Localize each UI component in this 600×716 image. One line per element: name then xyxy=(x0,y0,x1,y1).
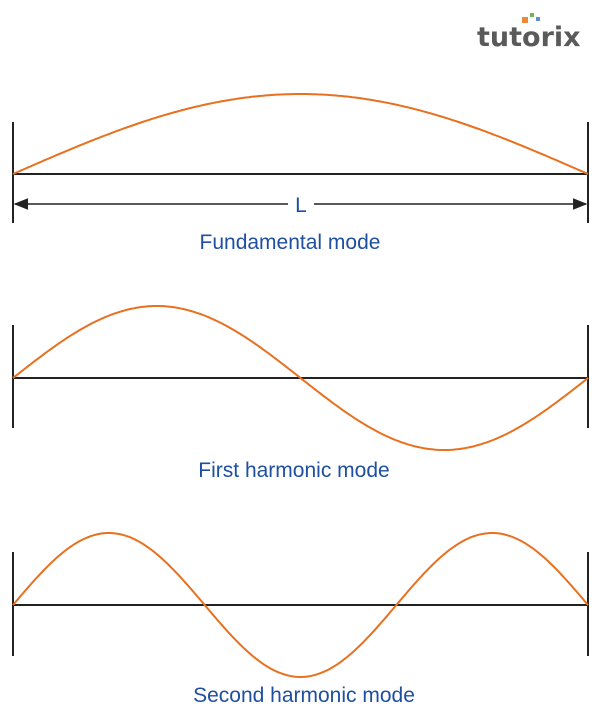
wave-curve xyxy=(12,93,589,175)
length-label: L xyxy=(295,194,307,217)
svg-text:tutorix: tutorix xyxy=(477,22,581,53)
mode-label: Fundamental mode xyxy=(200,231,381,254)
second-harmonic-mode: Second harmonic mode xyxy=(12,532,589,707)
fundamental-mode: L Fundamental mode xyxy=(12,93,589,254)
wave-curve xyxy=(12,305,589,451)
wave-curve xyxy=(12,532,589,679)
mode-label: Second harmonic mode xyxy=(193,684,415,707)
mode-label: First harmonic mode xyxy=(198,459,389,482)
first-harmonic-mode: First harmonic mode xyxy=(12,305,589,482)
tutorix-logo: tutorix xyxy=(477,13,581,53)
